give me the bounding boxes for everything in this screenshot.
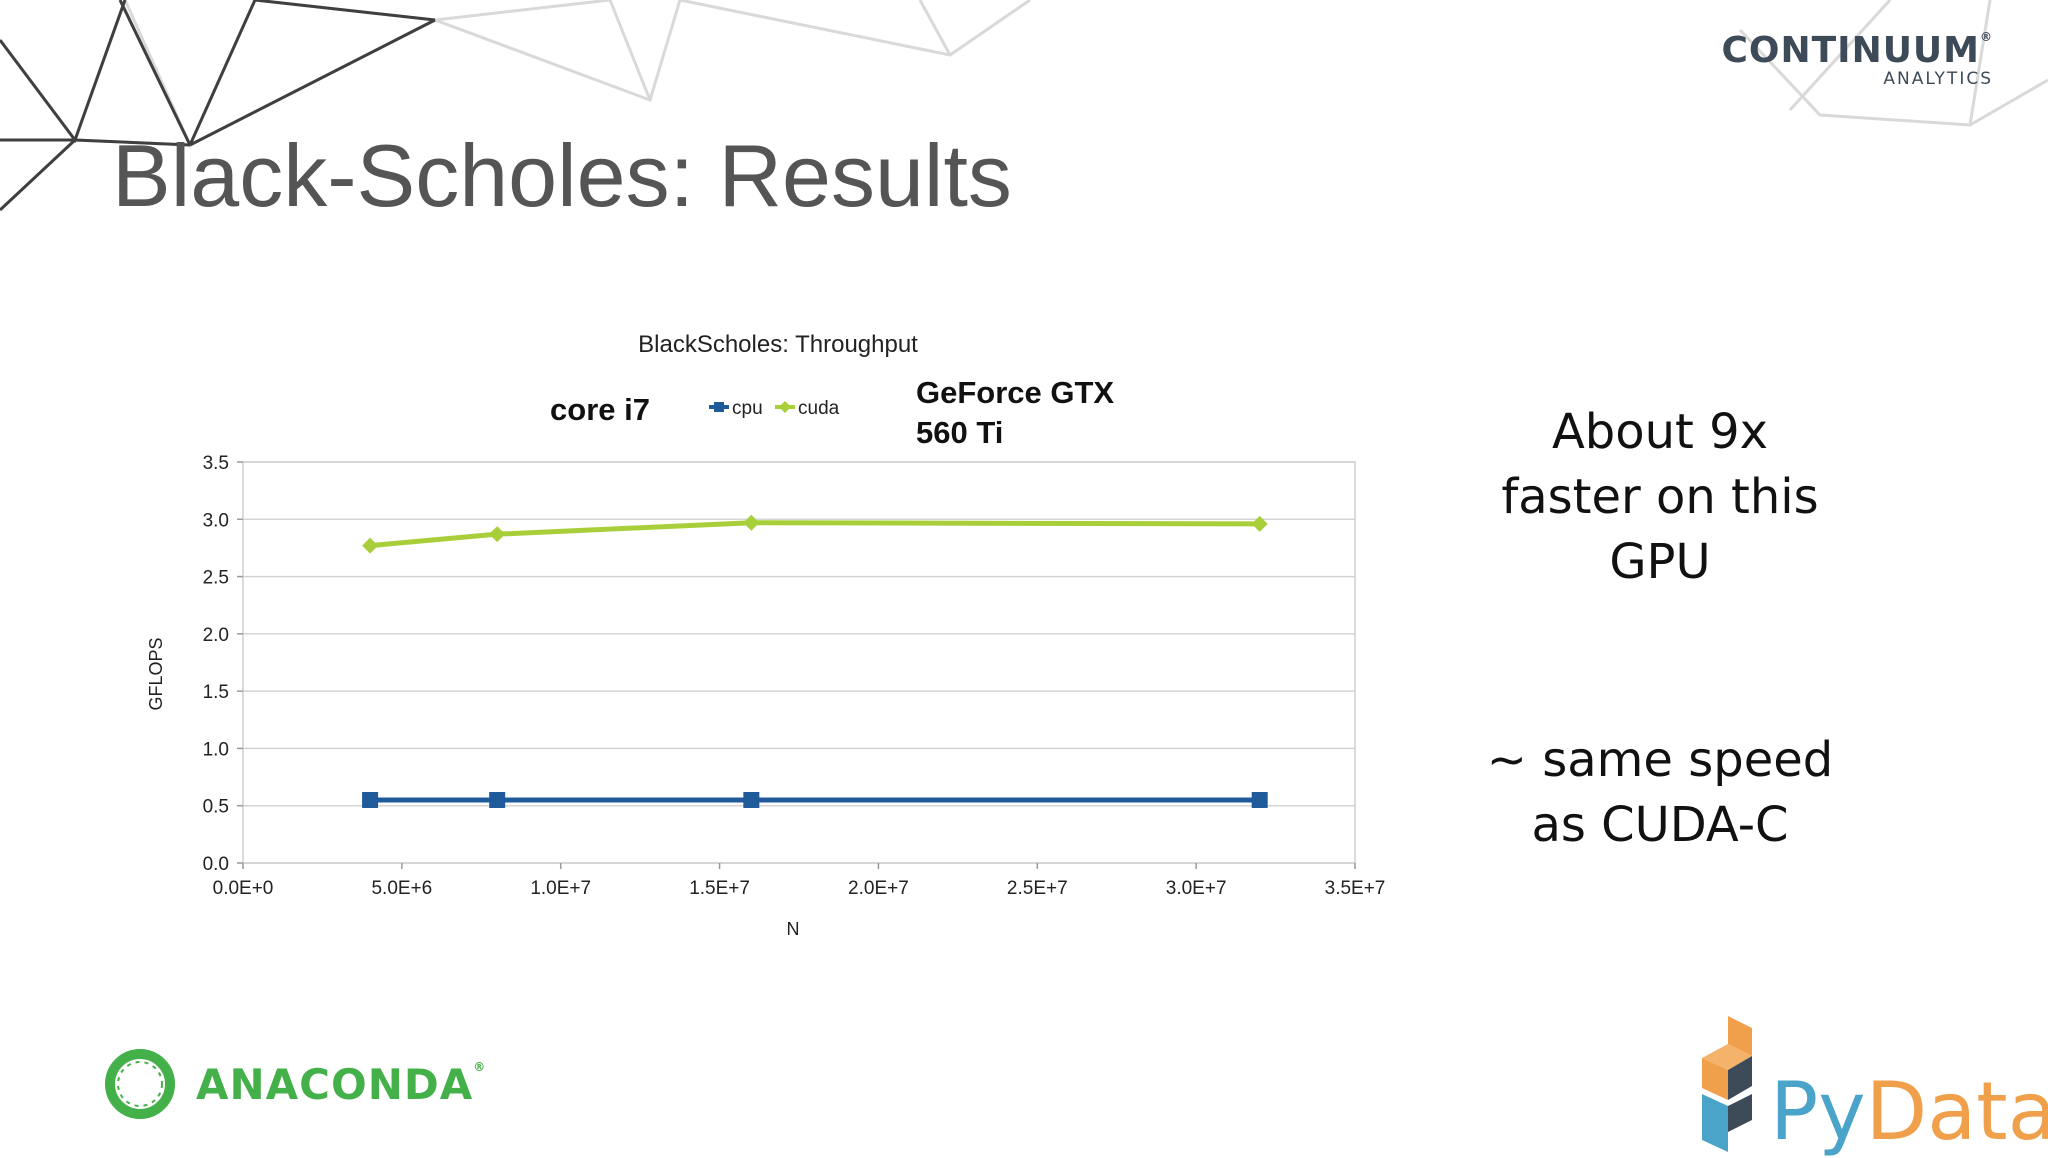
y-tick-label: 3.5 xyxy=(203,453,229,474)
data-point-cuda xyxy=(362,537,379,554)
y-tick-label: 1.5 xyxy=(203,682,229,703)
cuda-c-line-2: as CUDA-C xyxy=(1531,797,1789,853)
pydata-logo: Py Data xyxy=(1690,1010,2048,1152)
data-point-cpu xyxy=(743,791,760,808)
y-tick-label: 0.0 xyxy=(203,854,229,875)
speedup-line-2: faster on this xyxy=(1501,469,1819,525)
pydata-cube-icon xyxy=(1702,1016,1752,1152)
y-tick-label: 3.0 xyxy=(203,510,229,531)
plot-area xyxy=(242,461,1356,864)
y-tick-label: 1.0 xyxy=(203,739,229,760)
annotation-gpu-line2: 560 Ti xyxy=(916,415,1003,450)
x-axis-ticks: 0.0E+0 5.0E+6 1.0E+7 1.5E+7 2.0E+7 2.5E+7 3.0E… xyxy=(213,863,1386,899)
data-point-cpu xyxy=(1251,791,1268,808)
speedup-line-3: GPU xyxy=(1609,534,1711,590)
y-axis-ticks: 0.0 0.5 1.0 1.5 2.0 2.5 3.0 3.5 xyxy=(203,453,243,875)
data-point-cuda xyxy=(743,514,760,531)
x-tick-label: 5.0E+6 xyxy=(371,878,432,899)
chart-title: BlackScholes: Throughput xyxy=(638,331,918,358)
anaconda-logo-text: ANACONDA xyxy=(196,1059,474,1109)
annotation-core-i7: core i7 xyxy=(550,392,650,427)
speedup-line-1: About 9x xyxy=(1551,404,1769,460)
legend-marker-cpu xyxy=(714,402,724,412)
y-tick-label: 2.5 xyxy=(203,568,229,589)
x-tick-label: 1.5E+7 xyxy=(689,878,750,899)
x-tick-label: 3.0E+7 xyxy=(1166,878,1227,899)
y-axis-label: GFLOPS xyxy=(146,637,166,710)
y-tick-label: 2.0 xyxy=(203,625,229,646)
cuda-c-line-1: ~ same speed xyxy=(1486,732,1834,788)
x-tick-label: 3.5E+7 xyxy=(1325,878,1386,899)
data-point-cpu xyxy=(489,791,506,808)
series-line-cuda xyxy=(369,520,1260,549)
slide-title: Black-Scholes: Results xyxy=(112,126,1012,225)
x-tick-label: 1.0E+7 xyxy=(530,878,591,899)
annotation-gpu-line1: GeForce GTX xyxy=(916,375,1114,410)
pydata-data-text: Data xyxy=(1865,1065,2048,1158)
y-tick-label: 0.5 xyxy=(203,797,229,818)
data-point-cuda xyxy=(1251,515,1268,532)
continuum-logo-text: CONTINUUM xyxy=(1721,30,1980,71)
chart-series xyxy=(362,514,1268,808)
anaconda-ring-icon xyxy=(105,1049,175,1119)
chart-legend: cpu cuda xyxy=(709,398,840,419)
x-axis-label: N xyxy=(787,919,800,939)
legend-label-cpu: cpu xyxy=(732,398,763,419)
analytics-logo-text: ANALYTICS xyxy=(1883,69,1993,89)
x-tick-label: 2.5E+7 xyxy=(1007,878,1068,899)
data-point-cuda xyxy=(489,526,506,543)
continuum-analytics-logo: CONTINUUM® ANALYTICS xyxy=(1721,30,1993,89)
throughput-chart: BlackScholes: Throughput core i7 GeForce… xyxy=(146,331,1386,939)
legend-marker-cuda xyxy=(779,401,791,413)
x-tick-label: 0.0E+0 xyxy=(213,878,274,899)
data-point-cpu xyxy=(362,791,379,808)
speedup-note: About 9x faster on this GPU xyxy=(1480,400,1840,595)
x-tick-label: 2.0E+7 xyxy=(848,878,909,899)
pydata-py-text: Py xyxy=(1770,1065,1866,1158)
legend-label-cuda: cuda xyxy=(798,398,840,419)
cuda-c-note: ~ same speed as CUDA-C xyxy=(1480,728,1840,858)
anaconda-logo: ANACONDA® xyxy=(102,1046,486,1122)
